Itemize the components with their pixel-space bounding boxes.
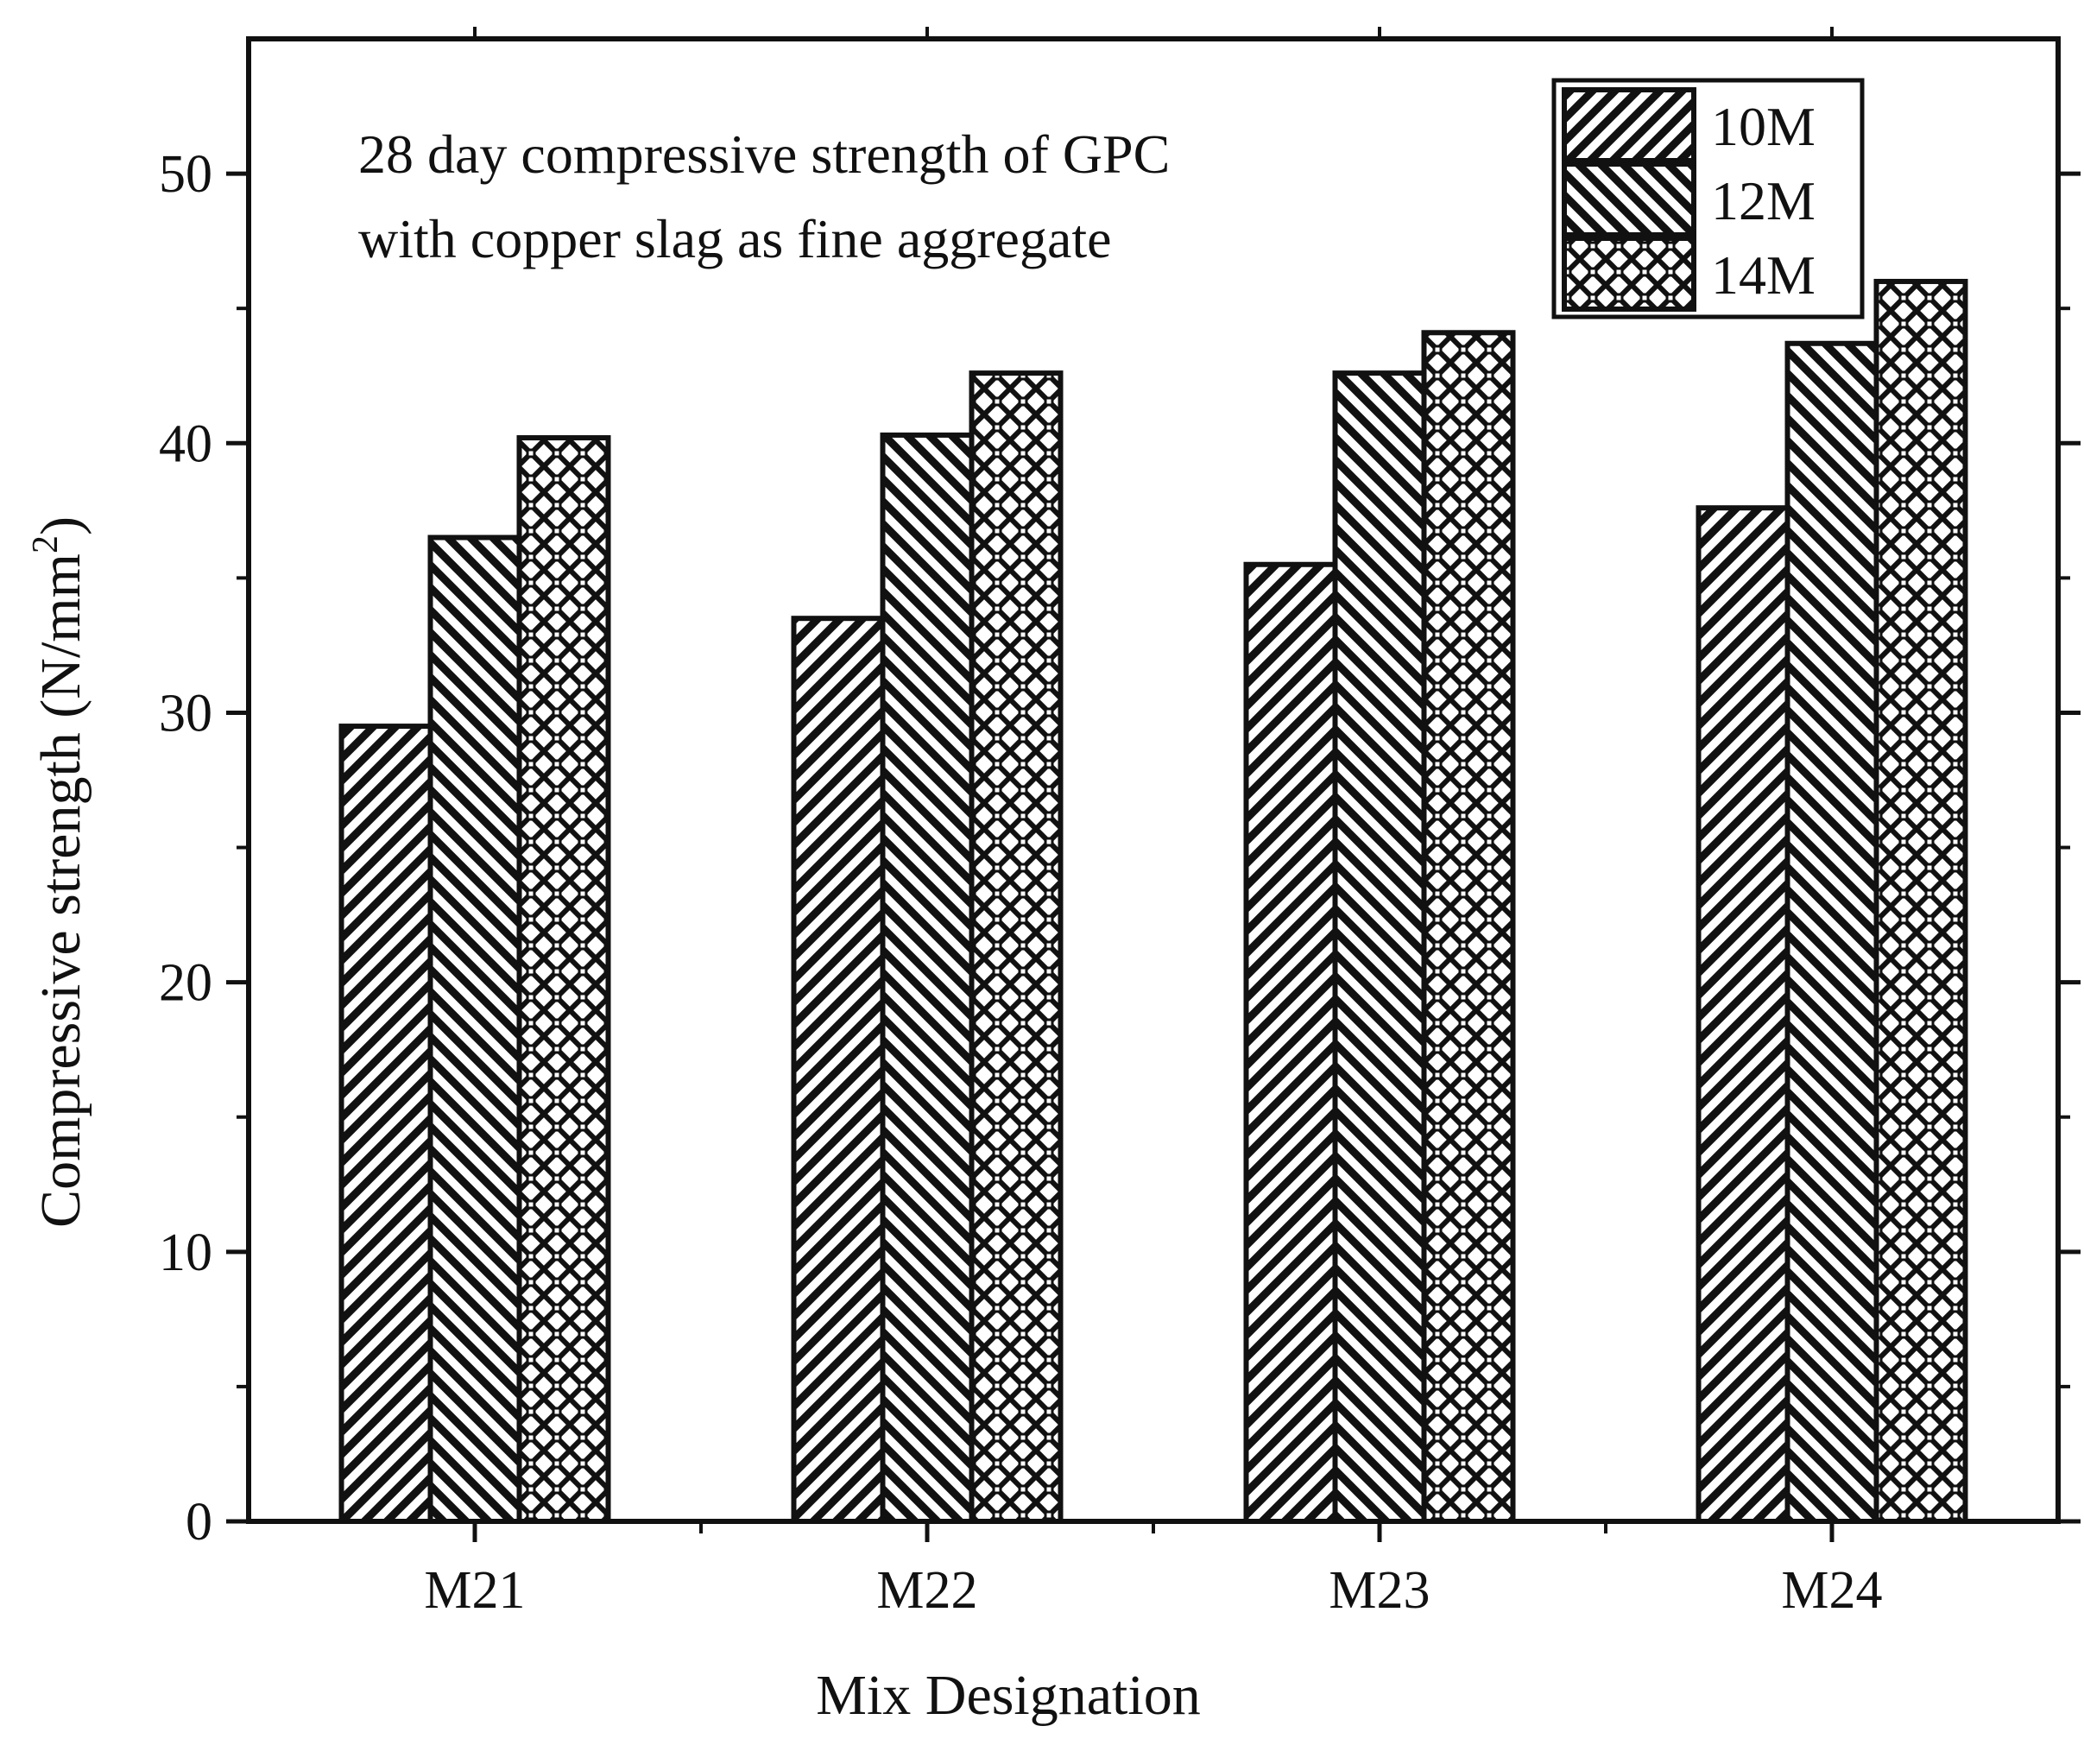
x-axis-title: Mix Designation — [816, 1664, 1200, 1727]
bar-m23-12m — [1332, 370, 1427, 1524]
annotation-line-1: 28 day compressive strength of GPC — [358, 123, 1170, 185]
x-axis-ticks: M21 M22 M23 M24 — [424, 27, 1883, 1620]
bar-m24-12m — [1784, 340, 1879, 1524]
bar-m21-12m — [427, 534, 522, 1524]
legend-swatch-14m — [1562, 236, 1696, 312]
x-tick-label-m21: M21 — [424, 1561, 525, 1620]
x-tick-label-m23: M23 — [1329, 1561, 1430, 1620]
x-tick-label-m24: M24 — [1781, 1561, 1882, 1620]
legend-swatch-12m — [1562, 161, 1696, 237]
y-tick-label-20: 20 — [159, 954, 212, 1013]
legend: 10M 12M 14M — [1551, 78, 1865, 319]
bar-m22-10m — [791, 616, 886, 1524]
y-tick-label-50: 50 — [159, 145, 212, 204]
bar-m22-12m — [880, 432, 975, 1525]
legend-label-14m: 14M — [1711, 244, 1816, 306]
bar-m23-14m — [1421, 330, 1516, 1524]
y-axis-title-main: Compressive strength (N/mm — [29, 553, 92, 1228]
bar-m21-14m — [516, 435, 611, 1525]
bar-m23-10m — [1243, 561, 1338, 1524]
bar-m24-10m — [1696, 505, 1790, 1524]
y-tick-label-0: 0 — [186, 1493, 212, 1552]
bars-layer — [338, 278, 1968, 1525]
bar-m22-14m — [969, 370, 1064, 1524]
y-axis-ticks: 0 10 20 30 40 50 — [159, 145, 2081, 1552]
y-tick-label-30: 30 — [159, 684, 212, 743]
y-axis-title-close: ) — [29, 516, 92, 535]
legend-swatch-10m — [1562, 87, 1696, 163]
bar-m24-14m — [1873, 278, 1968, 1524]
x-tick-label-m22: M22 — [876, 1561, 977, 1620]
bar-m21-10m — [338, 724, 433, 1524]
y-tick-label-10: 10 — [159, 1223, 212, 1282]
y-axis-title-sup: 2 — [26, 535, 66, 553]
annotation-line-2: with copper slag as fine aggregate — [358, 208, 1112, 269]
legend-label-12m: 12M — [1711, 170, 1816, 231]
y-axis-title: Compressive strength (N/mm2) — [26, 516, 92, 1228]
y-tick-label-40: 40 — [159, 414, 212, 473]
legend-items: 10M 12M 14M — [1562, 87, 1816, 312]
legend-label-10m: 10M — [1711, 96, 1816, 157]
